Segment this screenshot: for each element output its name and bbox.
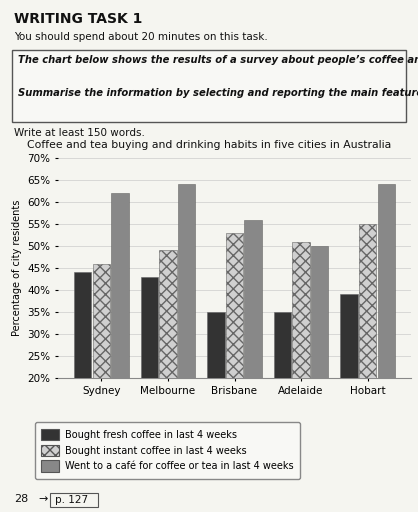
Bar bbox=[111, 193, 129, 466]
Bar bbox=[207, 312, 224, 466]
Text: Write at least 150 words.: Write at least 150 words. bbox=[14, 128, 145, 138]
Bar bbox=[140, 277, 158, 466]
Bar bbox=[245, 220, 262, 466]
Text: 28: 28 bbox=[14, 494, 28, 504]
Bar bbox=[226, 233, 243, 466]
Bar bbox=[311, 246, 329, 466]
Bar bbox=[359, 224, 376, 466]
Text: WRITING TASK 1: WRITING TASK 1 bbox=[14, 12, 143, 26]
Bar bbox=[93, 264, 110, 466]
Text: Summarise the information by selecting and reporting the main features, and make: Summarise the information by selecting a… bbox=[18, 88, 418, 98]
Bar bbox=[293, 242, 310, 466]
Text: Coffee and tea buying and drinking habits in five cities in Australia: Coffee and tea buying and drinking habit… bbox=[27, 140, 391, 150]
Y-axis label: Percentage of city residents: Percentage of city residents bbox=[12, 200, 22, 336]
Bar bbox=[377, 184, 395, 466]
Bar bbox=[178, 184, 195, 466]
Text: p. 127: p. 127 bbox=[55, 495, 88, 505]
Bar bbox=[74, 272, 92, 466]
Text: The chart below shows the results of a survey about people’s coffee and tea buyi: The chart below shows the results of a s… bbox=[18, 55, 418, 65]
Legend: Bought fresh coffee in last 4 weeks, Bought instant coffee in last 4 weeks, Went: Bought fresh coffee in last 4 weeks, Bou… bbox=[35, 422, 300, 479]
Text: →: → bbox=[38, 494, 47, 504]
Bar bbox=[340, 294, 358, 466]
Bar bbox=[274, 312, 291, 466]
Bar bbox=[159, 250, 176, 466]
Text: You should spend about 20 minutes on this task.: You should spend about 20 minutes on thi… bbox=[14, 32, 268, 42]
